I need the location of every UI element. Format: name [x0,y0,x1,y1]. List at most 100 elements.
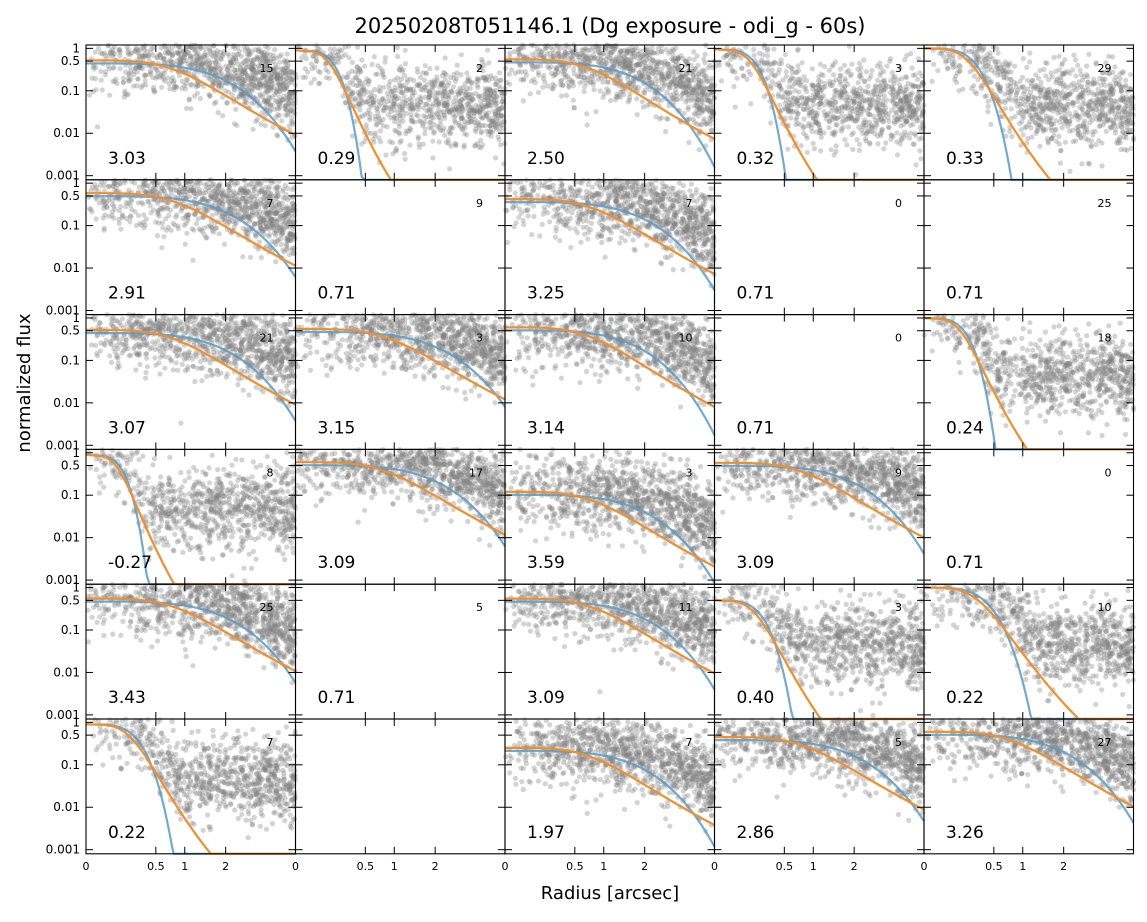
star-point [796,68,801,73]
star-point [752,53,757,58]
star-point [373,117,378,122]
star-point [556,55,561,60]
star-point [473,117,478,122]
star-point [202,55,207,60]
star-point [243,70,248,75]
star-point [87,93,92,98]
star-point [878,70,883,75]
star-point [701,68,706,73]
star-point [636,85,641,90]
star-point [436,107,441,112]
star-point [98,50,103,55]
star-point [891,89,896,94]
star-point [496,137,501,142]
star-point [143,72,148,77]
star-point [640,99,645,104]
star-point [376,88,381,93]
star-point [780,95,785,100]
star-point [452,141,457,146]
star-point [529,79,534,84]
star-point [912,142,917,147]
star-point [850,147,855,152]
star-point [692,120,697,125]
star-point [854,92,859,97]
star-point [762,61,767,66]
star-point [582,52,587,57]
star-point [795,95,800,100]
star-point [378,66,383,71]
star-point [279,52,284,57]
star-point [804,78,809,83]
panel-value-label: 2.50 [527,149,565,169]
star-point [858,73,863,78]
star-point [484,104,489,109]
star-point [203,46,208,51]
star-point [848,73,853,78]
star-point [883,140,888,145]
star-point [703,97,708,102]
psf-grid-plot: 20250208T051146.1 (Dg exposure - odi_g -… [0,0,1147,918]
star-point [863,89,868,94]
star-point [460,115,465,120]
star-point [886,125,891,130]
panel-4: 0.323 [712,43,926,180]
star-point [477,144,482,149]
star-point [550,54,555,59]
star-point [910,83,915,88]
star-point [233,107,238,112]
star-point [826,125,831,130]
star-point [430,155,435,160]
star-point [642,67,647,72]
star-point [278,80,283,85]
star-point [248,82,253,87]
star-point [849,62,854,67]
star-point [447,166,452,171]
star-point [402,151,407,156]
star-point [418,94,423,99]
star-point [157,52,162,57]
star-point [427,103,432,108]
star-point [467,99,472,104]
star-point [889,133,894,138]
panel-count-label: 15 [260,62,274,75]
star-point [653,67,658,72]
star-point [188,106,193,111]
star-point [779,57,784,62]
star-point [180,79,185,84]
star-point [226,73,231,78]
star-point [435,78,440,83]
star-point [864,69,869,74]
star-point [231,43,236,48]
star-point [179,86,184,91]
star-point [809,129,814,134]
star-point [367,117,372,122]
star-point [664,76,669,81]
star-point [396,95,401,100]
star-point [131,69,136,74]
star-point [154,76,159,81]
star-point [212,101,217,106]
star-point [597,61,602,66]
star-point [402,73,407,78]
star-point [246,65,251,70]
star-point [178,59,183,64]
star-point [216,62,221,67]
star-point [685,78,690,83]
star-point [822,102,827,107]
star-point [681,56,686,61]
star-point [571,98,576,103]
star-point [234,73,239,78]
star-point [401,114,406,119]
star-point [829,109,834,114]
star-point [285,52,290,57]
star-point [328,47,333,52]
star-point [811,83,816,88]
star-point [478,99,483,104]
star-point [819,72,824,77]
star-point [423,95,428,100]
star-point [850,90,855,95]
star-point [796,47,801,52]
star-point [316,81,321,86]
star-point [405,87,410,92]
star-point [220,54,225,59]
